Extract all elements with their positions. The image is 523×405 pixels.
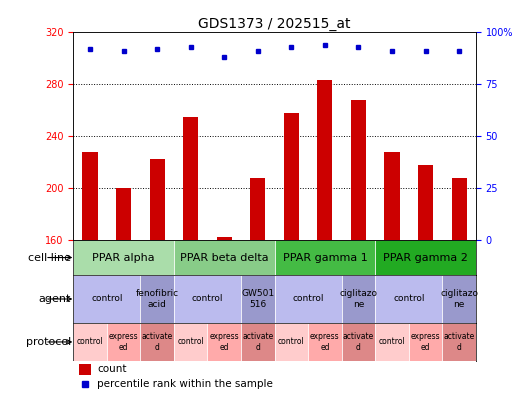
Bar	[107, 323, 140, 361]
Text: agent: agent	[39, 294, 71, 304]
Bar	[275, 240, 375, 275]
Bar	[351, 100, 366, 240]
Bar	[442, 275, 476, 323]
Title: GDS1373 / 202515_at: GDS1373 / 202515_at	[198, 17, 351, 31]
Bar	[284, 113, 299, 240]
Bar	[250, 177, 265, 240]
Text: control: control	[379, 337, 405, 346]
Text: express
ed: express ed	[209, 332, 239, 352]
Text: activate
d: activate d	[444, 332, 475, 352]
Bar	[83, 151, 98, 240]
Text: PPAR beta delta: PPAR beta delta	[180, 253, 268, 262]
Bar	[116, 188, 131, 240]
Text: GW501
516: GW501 516	[241, 289, 275, 309]
Bar	[73, 323, 107, 361]
Text: express
ed: express ed	[310, 332, 340, 352]
Text: activate
d: activate d	[142, 332, 173, 352]
Text: control: control	[91, 294, 122, 303]
Bar	[208, 323, 241, 361]
Bar	[308, 323, 342, 361]
Bar	[275, 323, 308, 361]
Bar	[317, 80, 333, 240]
Bar	[217, 237, 232, 240]
Text: protocol: protocol	[26, 337, 71, 347]
Bar	[183, 117, 198, 240]
Bar	[418, 164, 433, 240]
Bar	[241, 323, 275, 361]
Bar	[375, 323, 409, 361]
Text: PPAR alpha: PPAR alpha	[92, 253, 155, 262]
Bar	[241, 275, 275, 323]
Text: count: count	[97, 364, 127, 375]
Text: control: control	[177, 337, 204, 346]
Text: ciglitazo
ne: ciglitazo ne	[440, 289, 478, 309]
Bar	[174, 275, 241, 323]
Text: percentile rank within the sample: percentile rank within the sample	[97, 379, 273, 389]
Text: activate
d: activate d	[242, 332, 274, 352]
Bar	[140, 323, 174, 361]
Bar	[409, 323, 442, 361]
Text: control: control	[278, 337, 305, 346]
Bar	[174, 240, 275, 275]
Text: fenofibric
acid: fenofibric acid	[135, 289, 179, 309]
Bar	[342, 275, 375, 323]
Text: control: control	[77, 337, 104, 346]
Bar	[275, 275, 342, 323]
Bar	[150, 160, 165, 240]
Bar	[73, 240, 174, 275]
Bar	[375, 275, 442, 323]
Bar	[384, 151, 400, 240]
Text: control: control	[292, 294, 324, 303]
Text: PPAR gamma 1: PPAR gamma 1	[282, 253, 367, 262]
Text: control: control	[192, 294, 223, 303]
Bar	[451, 177, 467, 240]
Bar	[79, 364, 92, 375]
Bar	[442, 323, 476, 361]
Bar	[342, 323, 375, 361]
Text: activate
d: activate d	[343, 332, 374, 352]
Text: control: control	[393, 294, 425, 303]
Text: PPAR gamma 2: PPAR gamma 2	[383, 253, 468, 262]
Bar	[73, 275, 140, 323]
Text: express
ed: express ed	[411, 332, 440, 352]
Text: cell line: cell line	[28, 253, 71, 262]
Text: express
ed: express ed	[109, 332, 139, 352]
Bar	[140, 275, 174, 323]
Text: ciglitazo
ne: ciglitazo ne	[339, 289, 378, 309]
Bar	[375, 240, 476, 275]
Bar	[174, 323, 208, 361]
